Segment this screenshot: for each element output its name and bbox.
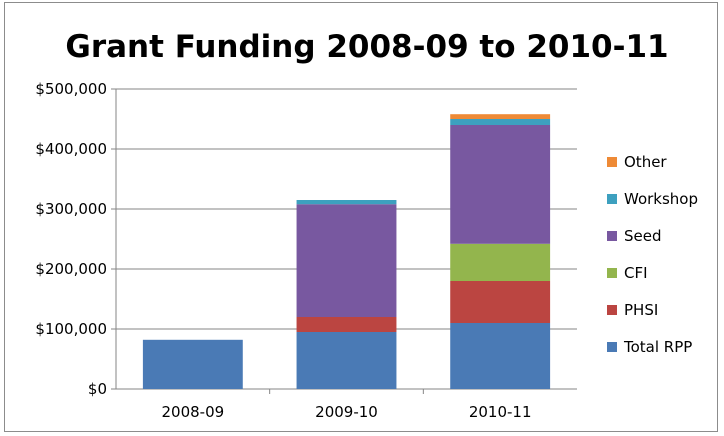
bar-segment-workshop <box>296 200 397 205</box>
chart-title: Grant Funding 2008-09 to 2010-11 <box>65 29 668 65</box>
legend-swatch <box>607 231 617 241</box>
legend-swatch <box>607 342 617 352</box>
legend-label: Other <box>624 153 667 171</box>
bar-segment-total-rpp <box>142 339 243 389</box>
legend-label: CFI <box>624 264 648 282</box>
legend-swatch <box>607 194 617 204</box>
y-tick-label: $100,000 <box>35 320 107 338</box>
legend-swatch <box>607 157 617 167</box>
bar-segment-workshop <box>450 119 551 125</box>
bar-segment-phsi <box>296 317 397 332</box>
legend-label: Workshop <box>624 190 698 208</box>
bar-segment-phsi <box>450 281 551 323</box>
x-tick-label: 2009-10 <box>315 403 378 421</box>
legend-swatch <box>607 268 617 278</box>
bars <box>142 114 551 389</box>
legend: Other Workshop Seed CFI PHSI Total RPP <box>607 153 698 356</box>
bar-segment-total-rpp <box>450 323 551 389</box>
y-tick-label: $0 <box>88 380 107 398</box>
bar-segment-seed <box>296 204 397 317</box>
legend-label: PHSI <box>624 301 658 319</box>
legend-label: Total RPP <box>623 338 692 356</box>
legend-swatch <box>607 305 617 315</box>
x-tick-label: 2010-11 <box>469 403 532 421</box>
y-tick-label: $500,000 <box>35 80 107 98</box>
legend-label: Seed <box>624 227 662 245</box>
bar-segment-total-rpp <box>296 332 397 389</box>
bar-segment-seed <box>450 125 551 244</box>
y-tick-label: $200,000 <box>35 260 107 278</box>
bar-segment-cfi <box>450 243 551 281</box>
bar-segment-other <box>450 114 551 119</box>
y-tick-labels: $0 $100,000 $200,000 $300,000 $400,000 $500,0… <box>35 80 107 398</box>
x-tick-label: 2008-09 <box>161 403 224 421</box>
y-tick-label: $400,000 <box>35 140 107 158</box>
y-tick-label: $300,000 <box>35 200 107 218</box>
x-tick-labels: 2008-09 2009-10 2010-11 <box>161 403 531 421</box>
